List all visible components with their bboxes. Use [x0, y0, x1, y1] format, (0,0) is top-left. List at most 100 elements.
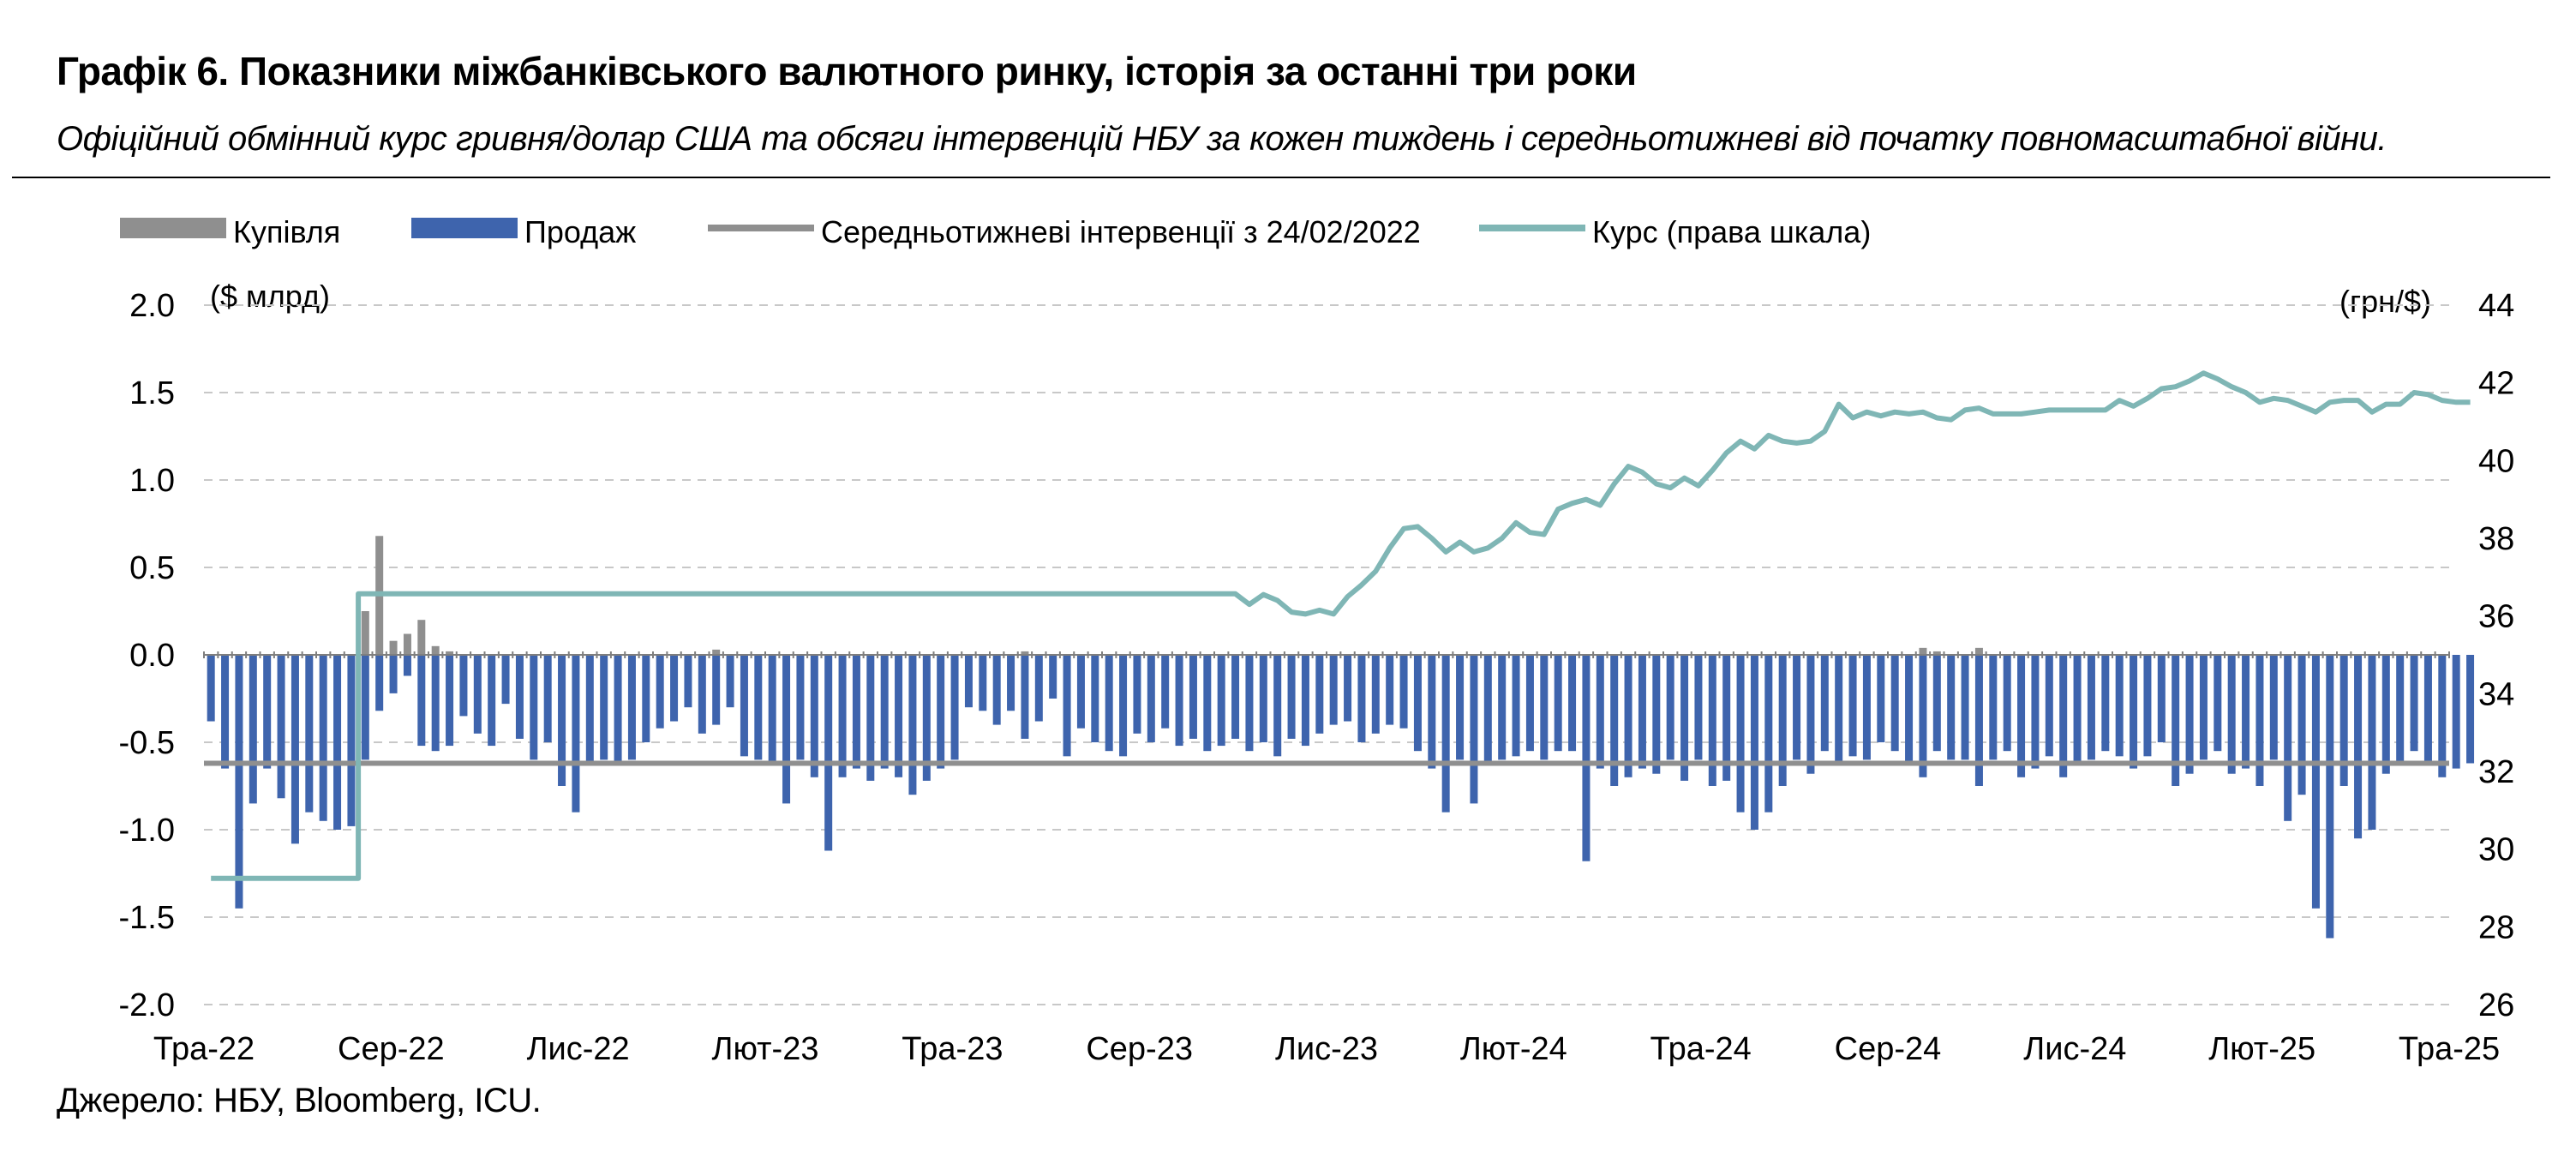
- right-tick-label: 36: [2478, 599, 2514, 635]
- sell-bar: [1147, 655, 1155, 742]
- sell-bar: [1722, 655, 1731, 781]
- sell-bar: [1793, 655, 1801, 760]
- sell-bar: [2214, 655, 2222, 752]
- sell-bar: [1076, 655, 1085, 729]
- right-tick-label: 34: [2478, 676, 2514, 712]
- sell-bar: [1554, 655, 1562, 752]
- sell-bar: [740, 655, 748, 757]
- buy-bar: [361, 611, 369, 655]
- sell-bar: [2297, 655, 2306, 795]
- sell-bar: [1694, 655, 1703, 760]
- x-tick-label: Лис-23: [1275, 1031, 1378, 1067]
- legend-swatch-avg: [708, 225, 814, 231]
- buy-bar: [1932, 651, 1941, 655]
- sell-bar: [2326, 655, 2334, 939]
- left-tick-label: 1.5: [129, 375, 175, 411]
- sell-bar: [1877, 655, 1885, 742]
- sell-bar: [627, 655, 636, 760]
- sell-bar: [1750, 655, 1758, 830]
- sell-bar: [2368, 655, 2376, 830]
- right-tick-label: 42: [2478, 366, 2514, 402]
- sell-bar: [1301, 655, 1309, 747]
- x-tick-label: Лют-24: [1460, 1031, 1567, 1067]
- sell-bar: [2017, 655, 2026, 777]
- sell-bar: [1441, 655, 1450, 813]
- legend: Купівля Продаж Середньотижневі інтервенц…: [120, 214, 1871, 249]
- right-tick-label: 44: [2478, 288, 2514, 324]
- sell-bar: [1638, 655, 1646, 769]
- sell-bar: [2227, 655, 2236, 774]
- sell-bar: [880, 655, 889, 769]
- buy-bar: [712, 649, 721, 655]
- left-tick-label: -1.5: [119, 900, 175, 936]
- sell-bar: [1764, 655, 1773, 813]
- sell-bar: [726, 655, 734, 708]
- buy-bar: [1919, 647, 1927, 655]
- sell-bar: [319, 655, 327, 821]
- sell-bar: [2185, 655, 2194, 774]
- sell-bar: [1371, 655, 1380, 734]
- sell-bar: [1007, 655, 1015, 711]
- sell-bar: [1119, 655, 1128, 757]
- sell-bar: [796, 655, 805, 760]
- sell-bar: [1652, 655, 1661, 774]
- sell-bar: [249, 655, 257, 804]
- sell-bar: [824, 655, 833, 851]
- legend-label-buy: Купівля: [233, 214, 340, 249]
- legend-label-avg: Середньотижневі інтервенції з 24/02/2022: [821, 214, 1421, 249]
- legend-label-rate: Курс (права шкала): [1592, 214, 1871, 249]
- sell-bar: [1273, 655, 1282, 757]
- sell-bar: [543, 655, 552, 742]
- sell-bar: [1666, 655, 1674, 760]
- sell-bar: [1568, 655, 1577, 752]
- sell-bar: [1680, 655, 1689, 781]
- sell-bar: [600, 655, 608, 760]
- right-tick-label: 32: [2478, 754, 2514, 790]
- right-tick-label: 28: [2478, 909, 2514, 945]
- sell-bar: [1049, 655, 1057, 699]
- sell-bar: [1399, 655, 1408, 729]
- sell-bar: [866, 655, 875, 781]
- sell-bar: [263, 655, 272, 769]
- sell-bar: [2269, 655, 2278, 760]
- right-tick-label: 40: [2478, 443, 2514, 479]
- sell-bar: [1189, 655, 1197, 739]
- zero-axis: [203, 651, 2450, 658]
- sell-bar: [1582, 655, 1591, 861]
- sell-bar: [2199, 655, 2208, 760]
- buy-bar: [1974, 647, 1983, 655]
- sell-bar: [2339, 655, 2348, 786]
- sell-bar: [937, 655, 945, 769]
- sell-bar: [1820, 655, 1829, 752]
- sell-bar: [501, 655, 510, 705]
- sell-bar: [417, 655, 426, 747]
- sell-bar: [2410, 655, 2418, 752]
- sell-bar: [2115, 655, 2124, 757]
- sell-bar: [530, 655, 538, 760]
- buy-bar: [389, 640, 398, 655]
- sell-bar: [2031, 655, 2040, 769]
- sell-bar: [908, 655, 917, 795]
- sell-bar: [333, 655, 342, 830]
- sell-bar: [2143, 655, 2152, 757]
- rate-line: [211, 370, 2471, 881]
- left-tick-label: 0.5: [129, 550, 175, 586]
- title-divider: [12, 177, 2550, 178]
- sell-bar: [992, 655, 1001, 725]
- sell-bar: [1512, 655, 1520, 757]
- right-tick-label: 38: [2478, 521, 2514, 557]
- sell-bar: [1848, 655, 1857, 757]
- sell-bar: [1610, 655, 1619, 786]
- sell-bar: [2284, 655, 2292, 821]
- sell-bar: [488, 655, 496, 747]
- sell-bar: [2101, 655, 2110, 752]
- left-tick-label: 2.0: [129, 288, 175, 324]
- sell-bar: [1919, 655, 1927, 777]
- sell-bar: [2381, 655, 2390, 774]
- left-axis-unit: ($ млрд): [210, 279, 330, 314]
- right-tick-label: 30: [2478, 832, 2514, 868]
- sell-bar: [1231, 655, 1240, 739]
- sell-bar: [2172, 655, 2180, 786]
- left-tick-label: 1.0: [129, 463, 175, 499]
